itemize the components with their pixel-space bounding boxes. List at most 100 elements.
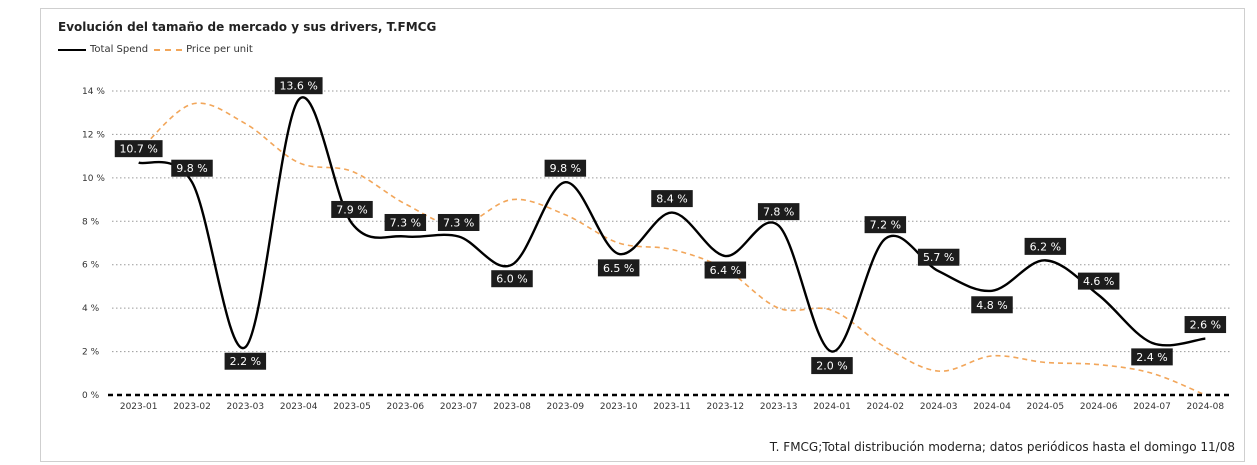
data-label-text: 8.4 %: [656, 193, 687, 206]
legend-item-total-spend[interactable]: Total Spend: [58, 44, 148, 55]
data-label-total-spend: 6.0 %: [491, 270, 533, 288]
x-tick-label: 2024-04: [973, 402, 1011, 412]
x-tick-label: 2023-04: [280, 402, 318, 412]
y-tick-label: 4 %: [82, 304, 100, 314]
x-tick-label: 2023-10: [600, 402, 638, 412]
data-label-box: [651, 190, 693, 208]
legend-label-price-per-unit: Price per unit: [186, 44, 253, 55]
data-label-total-spend: 2.0 %: [811, 357, 853, 375]
y-tick-label: 10 %: [82, 174, 105, 184]
data-label-text: 13.6 %: [279, 80, 317, 93]
x-tick-label: 2024-08: [1187, 402, 1225, 412]
data-label-text: 2.4 %: [1136, 351, 1167, 364]
y-tick-label: 8 %: [82, 217, 100, 227]
y-tick-label: 6 %: [82, 261, 100, 271]
data-label-text: 7.8 %: [763, 206, 794, 219]
x-tick-label: 2023-03: [227, 402, 265, 412]
legend-label-total-spend: Total Spend: [90, 44, 149, 55]
data-label-box: [1184, 316, 1227, 334]
data-label-box: [171, 159, 213, 177]
chart-footnote: T. FMCG;Total distribución moderna; dato…: [769, 440, 1235, 454]
data-label-text: 2.0 %: [816, 360, 847, 373]
data-label-box: [224, 352, 267, 370]
data-label-total-spend: 6.4 %: [704, 261, 747, 279]
x-tick-label: 2023-13: [760, 402, 798, 412]
data-label-text: 7.9 %: [336, 203, 367, 216]
data-label-text: 6.4 %: [710, 264, 741, 277]
x-tick-label: 2023-08: [493, 402, 531, 412]
data-label-box: [971, 296, 1013, 314]
data-label-total-spend: 13.6 %: [274, 77, 323, 95]
x-tick-label: 2023-01: [120, 402, 158, 412]
x-tick-label: 2023-09: [547, 402, 585, 412]
data-label-text: 6.0 %: [496, 273, 527, 286]
data-label-text: 6.2 %: [1030, 240, 1061, 253]
data-label-total-spend: 7.3 %: [384, 213, 427, 231]
data-label-box: [114, 140, 163, 158]
legend-item-price-per-unit[interactable]: Price per unit: [154, 44, 253, 55]
data-label-box: [437, 213, 480, 231]
data-label-text: 4.6 %: [1083, 275, 1114, 288]
data-label-total-spend: 6.5 %: [597, 259, 640, 277]
data-label-total-spend: 4.8 %: [971, 296, 1013, 314]
data-label-total-spend: 10.7 %: [114, 140, 163, 158]
y-tick-label: 14 %: [82, 87, 105, 97]
data-label-box: [757, 203, 800, 221]
series-line-total-spend: [138, 96, 1206, 353]
data-label-total-spend: 4.6 %: [1077, 272, 1120, 290]
data-label-text: 7.3 %: [443, 216, 474, 229]
legend-swatch-dashed: [154, 48, 183, 51]
data-label-text: 4.8 %: [976, 299, 1007, 312]
data-label-total-spend: 9.8 %: [171, 159, 213, 177]
chart-legend: Total Spend Price per unit: [58, 44, 259, 55]
y-tick-label: 2 %: [82, 348, 100, 358]
data-label-total-spend: 7.2 %: [864, 216, 907, 234]
x-tick-label: 2024-06: [1080, 402, 1118, 412]
chart-frame: [40, 8, 1245, 462]
x-tick-label: 2024-05: [1027, 402, 1065, 412]
data-label-box: [597, 259, 640, 277]
series-line-price-per-unit: [138, 102, 1206, 396]
x-tick-label: 2023-05: [333, 402, 371, 412]
data-label-text: 7.2 %: [870, 219, 901, 232]
data-label-total-spend: 8.4 %: [651, 190, 693, 208]
data-label-box: [384, 213, 427, 231]
data-label-text: 2.2 %: [230, 355, 261, 368]
data-label-text: 2.6 %: [1190, 319, 1221, 332]
chart-title: Evolución del tamaño de mercado y sus dr…: [58, 20, 437, 34]
data-label-total-spend: 6.2 %: [1024, 237, 1067, 255]
data-label-total-spend: 7.9 %: [331, 200, 373, 218]
x-tick-label: 2023-11: [653, 402, 691, 412]
data-label-total-spend: 2.2 %: [224, 352, 267, 370]
data-label-total-spend: 9.8 %: [544, 159, 587, 177]
data-label-total-spend: 2.6 %: [1184, 316, 1227, 334]
data-label-text: 7.3 %: [390, 216, 421, 229]
data-label-box: [917, 248, 960, 266]
data-label-box: [1024, 237, 1067, 255]
x-tick-label: 2024-02: [867, 402, 905, 412]
x-tick-label: 2023-02: [173, 402, 211, 412]
x-tick-label: 2024-03: [920, 402, 958, 412]
y-tick-label: 0 %: [82, 391, 100, 401]
data-label-text: 9.8 %: [176, 162, 207, 175]
legend-swatch-solid: [58, 48, 86, 51]
data-label-total-spend: 5.7 %: [917, 248, 960, 266]
x-tick-label: 2023-12: [707, 402, 745, 412]
x-tick-label: 2023-07: [440, 402, 478, 412]
data-label-box: [274, 77, 323, 95]
data-label-total-spend: 2.4 %: [1131, 348, 1173, 366]
data-label-total-spend: 7.8 %: [757, 203, 800, 221]
data-label-box: [811, 357, 853, 375]
data-label-text: 5.7 %: [923, 251, 954, 264]
data-label-box: [331, 200, 373, 218]
data-label-total-spend: 7.3 %: [437, 213, 480, 231]
data-label-box: [1131, 348, 1173, 366]
data-label-box: [491, 270, 533, 288]
x-tick-label: 2024-01: [813, 402, 851, 412]
data-label-text: 9.8 %: [550, 162, 581, 175]
data-label-box: [544, 159, 587, 177]
data-label-box: [1077, 272, 1120, 290]
x-tick-label: 2024-07: [1133, 402, 1171, 412]
y-tick-label: 12 %: [82, 130, 105, 140]
